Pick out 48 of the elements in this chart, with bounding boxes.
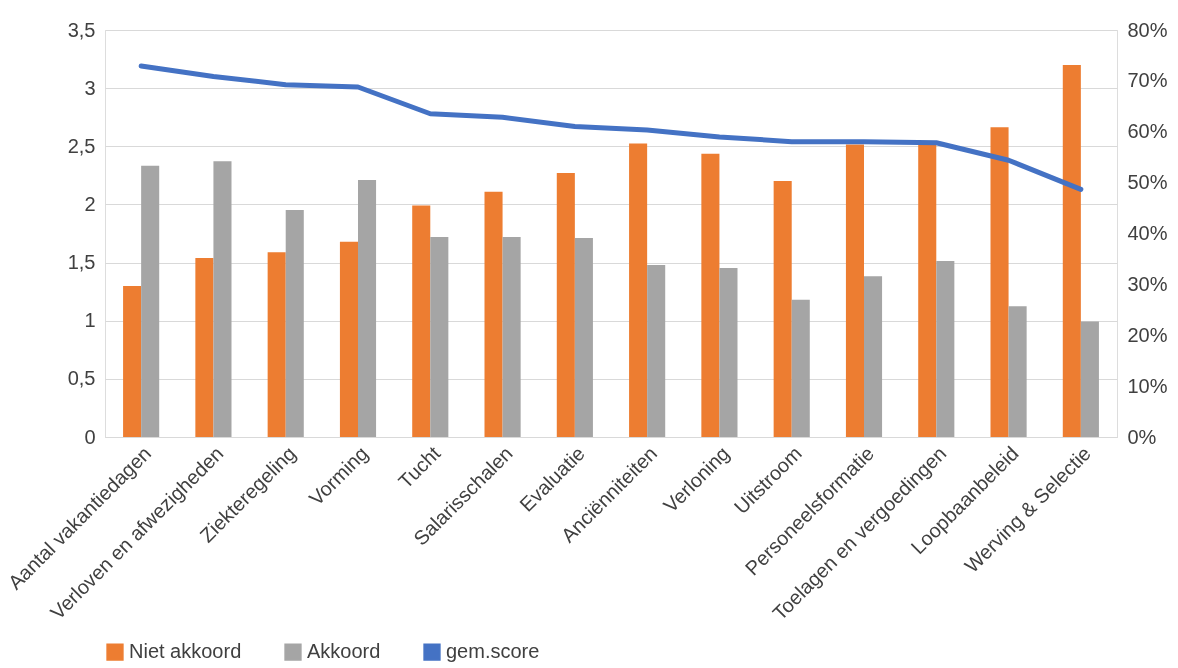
y-tick-label: 2 bbox=[84, 192, 96, 215]
bar bbox=[556, 172, 575, 437]
y2-tick-label: 40% bbox=[1127, 222, 1168, 244]
y-tick-label: 3,5 bbox=[67, 18, 96, 41]
bar bbox=[267, 252, 286, 437]
bar bbox=[701, 153, 720, 437]
bar bbox=[574, 238, 593, 437]
bar bbox=[1062, 65, 1081, 437]
y2-tick-label: 10% bbox=[1127, 374, 1168, 397]
bar bbox=[502, 237, 521, 437]
y2-tick-label: 60% bbox=[1127, 120, 1168, 143]
bar bbox=[936, 260, 955, 437]
bar bbox=[1080, 321, 1099, 437]
bar bbox=[412, 205, 431, 437]
bar bbox=[213, 161, 232, 437]
bar bbox=[430, 237, 449, 437]
y-tick-label: 0,5 bbox=[67, 367, 96, 390]
bar bbox=[339, 241, 358, 437]
bar bbox=[845, 144, 864, 437]
bar bbox=[1008, 306, 1027, 437]
bar bbox=[791, 299, 810, 437]
y-tick-label: 3 bbox=[84, 76, 96, 99]
bar bbox=[647, 265, 666, 437]
y2-tick-label: 50% bbox=[1127, 171, 1168, 194]
y-tick-label: 0 bbox=[84, 425, 96, 448]
bar bbox=[629, 143, 648, 437]
bar bbox=[484, 191, 503, 437]
bar bbox=[990, 127, 1009, 437]
y2-tick-label: 70% bbox=[1127, 69, 1168, 92]
legend-label: gem.score bbox=[446, 640, 540, 663]
y2-tick-label: 0% bbox=[1127, 425, 1157, 448]
bar bbox=[918, 144, 937, 437]
bar bbox=[358, 180, 377, 437]
legend-label: Akkoord bbox=[307, 640, 381, 663]
y-tick-label: 1,5 bbox=[67, 251, 96, 274]
legend-label: Niet akkoord bbox=[129, 640, 242, 663]
bar bbox=[195, 257, 214, 437]
y2-tick-label: 80% bbox=[1127, 18, 1168, 41]
y2-tick-label: 30% bbox=[1127, 272, 1168, 295]
y-tick-label: 2,5 bbox=[67, 134, 96, 157]
bar bbox=[773, 181, 792, 437]
bar bbox=[864, 276, 883, 437]
bar bbox=[719, 268, 738, 437]
bar bbox=[141, 165, 160, 437]
bar bbox=[285, 210, 304, 437]
y2-tick-label: 20% bbox=[1127, 323, 1168, 346]
bar bbox=[123, 285, 142, 437]
y-tick-label: 1 bbox=[84, 309, 96, 332]
